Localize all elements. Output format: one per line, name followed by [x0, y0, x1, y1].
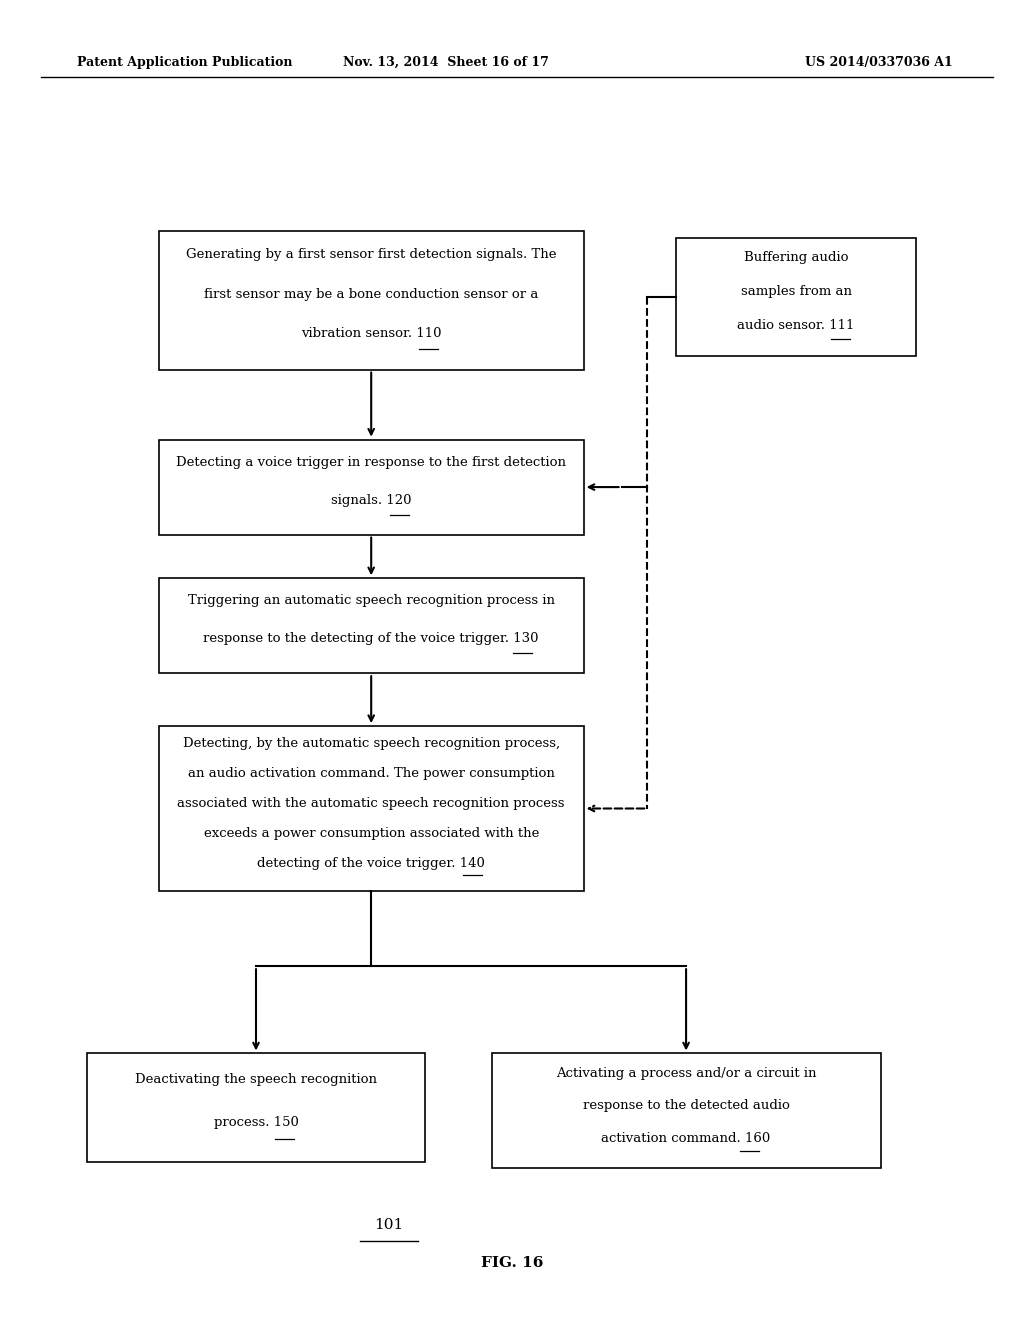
Text: an audio activation command. The power consumption: an audio activation command. The power c… — [187, 767, 555, 780]
Text: Deactivating the speech recognition: Deactivating the speech recognition — [135, 1073, 377, 1086]
Text: 101: 101 — [375, 1218, 403, 1232]
Text: Detecting a voice trigger in response to the first detection: Detecting a voice trigger in response to… — [176, 455, 566, 469]
Text: response to the detecting of the voice trigger. 130: response to the detecting of the voice t… — [204, 632, 539, 645]
Bar — [159, 231, 584, 370]
Bar — [159, 440, 584, 535]
Text: FIG. 16: FIG. 16 — [481, 1257, 543, 1270]
Text: response to the detected audio: response to the detected audio — [583, 1100, 790, 1113]
Text: Patent Application Publication: Patent Application Publication — [77, 55, 292, 69]
Bar — [87, 1053, 425, 1162]
Text: Generating by a first sensor first detection signals. The: Generating by a first sensor first detec… — [186, 248, 556, 261]
Text: signals. 120: signals. 120 — [331, 494, 412, 507]
Text: process. 150: process. 150 — [214, 1117, 298, 1129]
Text: exceeds a power consumption associated with the: exceeds a power consumption associated w… — [204, 828, 539, 841]
Text: Buffering audio: Buffering audio — [743, 252, 849, 264]
Bar — [159, 726, 584, 891]
Bar — [159, 578, 584, 673]
Text: US 2014/0337036 A1: US 2014/0337036 A1 — [805, 55, 952, 69]
Text: first sensor may be a bone conduction sensor or a: first sensor may be a bone conduction se… — [204, 288, 539, 301]
Text: associated with the automatic speech recognition process: associated with the automatic speech rec… — [177, 797, 565, 810]
Text: detecting of the voice trigger. 140: detecting of the voice trigger. 140 — [257, 858, 485, 870]
Text: Triggering an automatic speech recognition process in: Triggering an automatic speech recogniti… — [187, 594, 555, 607]
Text: audio sensor. 111: audio sensor. 111 — [737, 319, 855, 333]
Text: Activating a process and/or a circuit in: Activating a process and/or a circuit in — [556, 1067, 816, 1080]
Text: samples from an: samples from an — [740, 285, 852, 298]
Text: activation command. 160: activation command. 160 — [601, 1133, 771, 1146]
Text: vibration sensor. 110: vibration sensor. 110 — [301, 327, 441, 341]
Bar — [492, 1053, 881, 1168]
Bar — [676, 238, 916, 356]
Text: Nov. 13, 2014  Sheet 16 of 17: Nov. 13, 2014 Sheet 16 of 17 — [342, 55, 549, 69]
Text: Detecting, by the automatic speech recognition process,: Detecting, by the automatic speech recog… — [182, 738, 560, 751]
